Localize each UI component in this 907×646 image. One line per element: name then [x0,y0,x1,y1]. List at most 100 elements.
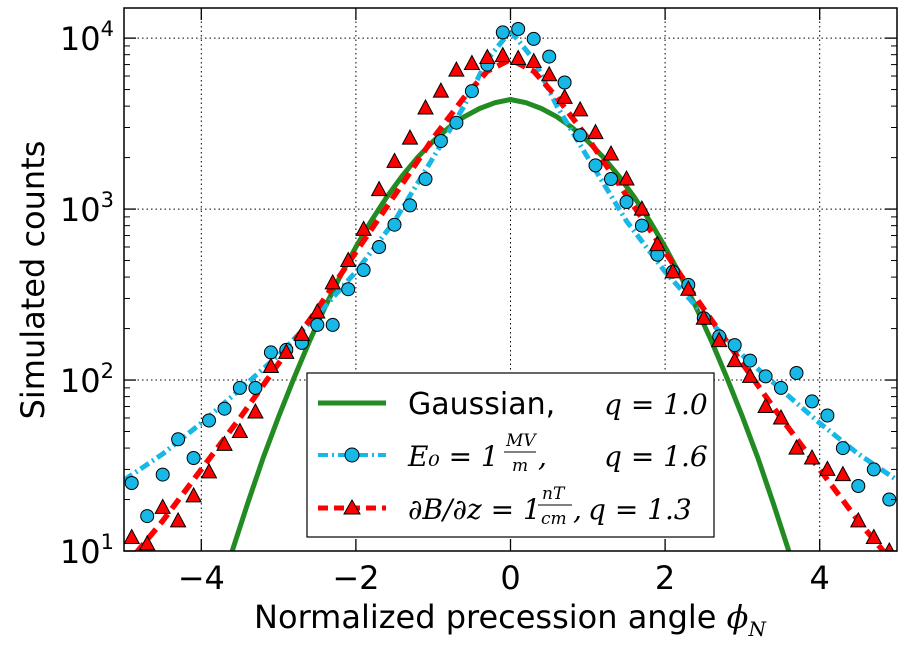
electric-data-point [634,218,649,233]
y-tick-label-base: 10 [60,362,101,400]
magnetic-data-point [478,48,496,64]
legend-electric-comma: , [538,440,547,473]
electric-data-point [573,128,588,143]
electric-data-point [557,75,572,90]
electric-data-point [774,380,788,395]
legend-magnetic-comma: , [573,493,582,526]
electric-data-point [464,84,479,99]
electric-data-point [356,263,371,277]
magnetic-data-point [154,498,172,514]
y-tick-label: 101 [60,530,114,571]
x-axis-title: Normalized precession angle ϕN [254,598,767,641]
electric-data-point [140,509,155,524]
x-axis-title-text: Normalized precession angle [254,598,727,636]
electric-data-point [619,195,634,209]
y-tick-label: 104 [60,17,114,58]
electric-data-point [232,380,247,395]
electric-data-point [588,158,603,173]
legend-magnetic-frac-den: cm [541,509,567,529]
magnetic-data-point [463,54,481,70]
magnetic-data-point [432,82,450,98]
magnetic-data-point [417,98,434,115]
magnetic-data-point [757,397,774,413]
magnetic-data-point [355,220,372,236]
electric-data-point [202,413,216,428]
legend-electric-frac-den: m [512,456,528,476]
electric-data-point [418,172,433,186]
legend-magnetic-frac-num: nT [542,484,566,504]
magnetic-data-point [556,88,573,104]
electric-data-point [155,467,170,482]
electric-data-point [325,317,340,332]
y-axis-title: Simulated counts [14,141,52,420]
electric-data-point [727,338,742,353]
electric-data-point [387,217,402,232]
x-axis-title-symbol: ϕ [727,598,749,636]
y-tick-label-base: 10 [60,533,101,571]
magnetic-data-point [803,448,821,465]
magnetic-data-point [262,357,280,373]
legend-electric-q: q = 1.6 [604,440,708,473]
magnetic-data-point [726,351,744,368]
electric-data-point [186,451,201,465]
magnetic-data-point [710,331,728,348]
magnetic-data-point [772,408,790,425]
legend-electric-frac-num: MV [505,431,537,451]
x-tick-label: 4 [810,559,830,597]
magnetic-data-point [216,435,233,451]
magnetic-data-point [679,280,697,296]
magnetic-data-point [308,302,326,319]
electric-data-point [789,366,804,380]
y-tick-label-exponent: 1 [101,530,114,554]
legend-entry-magnetic: ∂B/∂z = 1 nT cm , q = 1.3 [318,484,692,529]
magnetic-data-point [277,343,295,359]
electric-data-point [217,401,232,416]
magnetic-data-point [525,52,543,68]
legend-magnetic-label: ∂B/∂z = 1 [408,493,541,526]
x-tick-label: 0 [500,559,520,597]
electric-data-point [866,462,881,477]
magnetic-data-point [741,367,759,383]
plot-frame [123,7,898,552]
electric-data-point [542,49,557,64]
y-tick-label-exponent: 2 [101,359,114,383]
electric-data-point [372,240,387,254]
magnetic-data-point [200,462,218,479]
magnetic-data-point [602,144,620,161]
magnetic-data-point [884,541,895,551]
legend-electric-label: E₀ = 1 [407,440,499,473]
electric-data-point [511,22,526,36]
legend-gaussian-label: Gaussian, [408,387,555,422]
electric-data-point [743,353,758,368]
legend-magnetic-marker [343,498,361,515]
magnetic-data-point [494,46,512,63]
electric-data-point [248,380,263,395]
legend-entry-electric: E₀ = 1 MV m , q = 1.6 [318,431,708,476]
magnetic-data-point [695,309,713,325]
electric-data-point [851,479,866,493]
electric-data-point [495,25,510,40]
electric-data-point [835,441,850,456]
electric-data-point [604,172,618,186]
electric-data-point [263,345,278,360]
electric-data-point [449,115,464,130]
magnetic-data-point [339,251,357,267]
electric-fit-line [124,28,897,483]
y-tick-label-exponent: 3 [101,188,114,212]
y-tick-label: 103 [60,188,114,229]
magnetic-data-point [231,422,249,438]
y-tick-label-base: 10 [60,191,101,229]
magnetic-data-point [185,486,202,503]
magnetic-data-point [386,152,403,168]
magnetic-data-point [788,439,805,455]
magnetic-data-point [540,65,558,82]
y-tick-label: 102 [60,359,114,400]
magnetic-data-point [865,528,883,544]
magnetic-data-point [587,123,604,140]
magnetic-data-point [138,534,156,551]
legend-electric-marker [344,447,360,463]
magnetic-data-point [849,511,867,528]
electric-data-point [341,282,356,297]
y-tick-label-exponent: 4 [101,17,114,41]
magnetic-data-point [664,262,682,279]
